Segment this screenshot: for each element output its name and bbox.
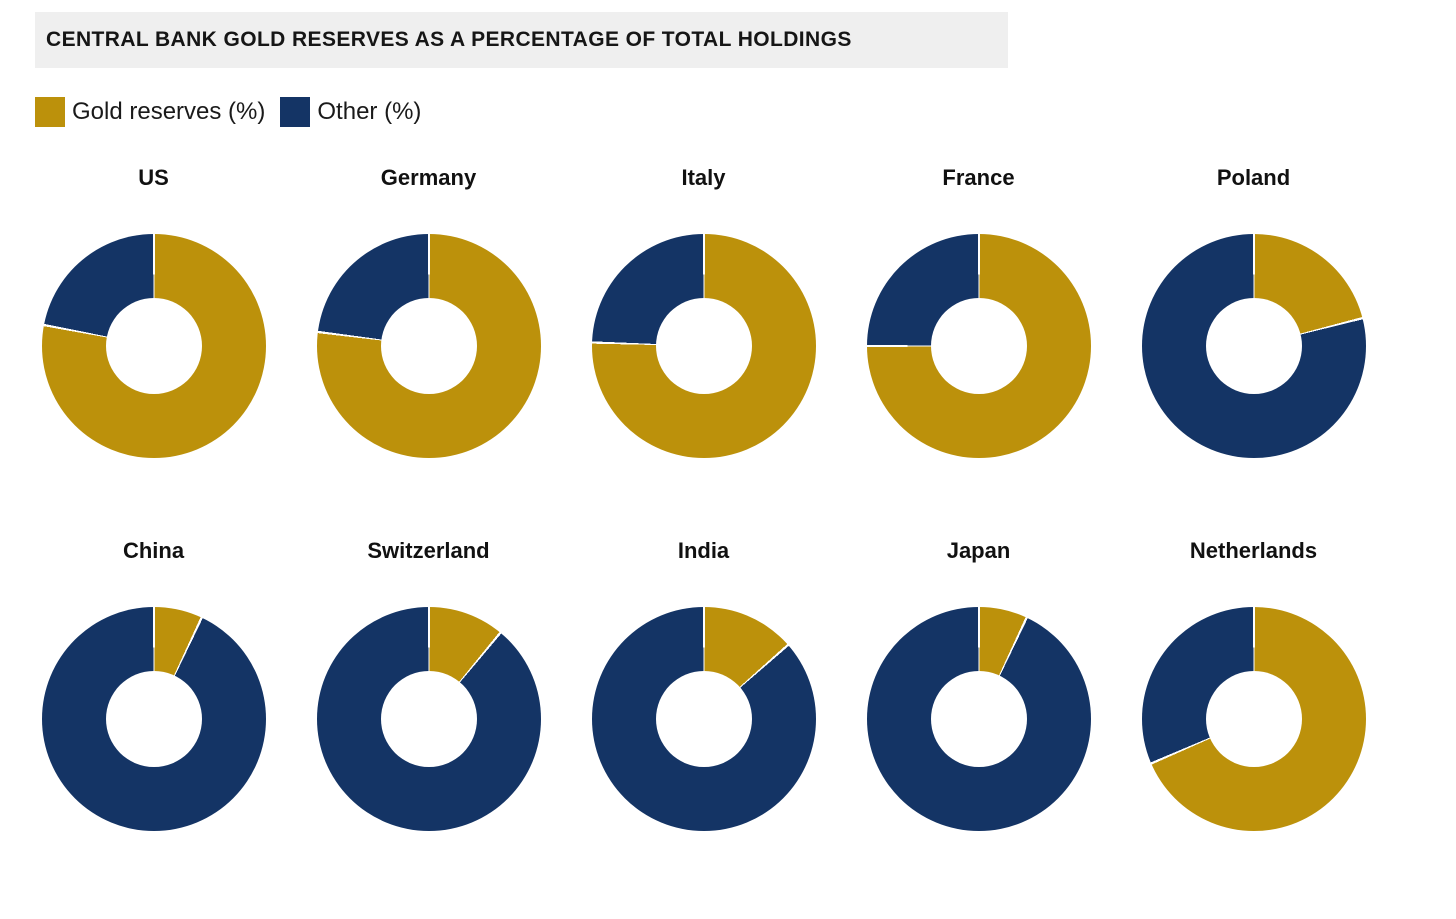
country-label: Netherlands (1189, 538, 1318, 563)
donut-chart (316, 234, 541, 458)
donut-chart (316, 607, 541, 831)
country-label: Italy (681, 165, 726, 190)
legend-item-other: Other (%) (280, 97, 421, 127)
chart-title: CENTRAL BANK GOLD RESERVES AS A PERCENTA… (35, 12, 1008, 68)
donut-cell: Japan (841, 538, 1116, 831)
donut-cell: US (16, 165, 291, 458)
legend-label-other: Other (%) (317, 98, 422, 125)
legend-item-gold: Gold reserves (%) (35, 97, 265, 127)
donut-cell: Netherlands (1116, 538, 1391, 831)
country-label: Germany (380, 165, 477, 190)
donut-grid: US Germany Italy France Poland China Swi… (16, 165, 1456, 831)
country-label: India (677, 538, 730, 563)
other-swatch-icon (280, 97, 311, 127)
country-label: Poland (1216, 165, 1291, 190)
legend: Gold reserves (%) Other (%) (35, 97, 1456, 127)
legend-label-gold: Gold reserves (%) (72, 98, 266, 125)
donut-cell: Italy (566, 165, 841, 458)
donut-chart (591, 607, 816, 831)
country-label: US (138, 165, 169, 190)
country-label: Switzerland (367, 538, 490, 563)
donut-cell: France (841, 165, 1116, 458)
country-label: Japan (946, 538, 1011, 563)
donut-chart (1141, 607, 1366, 831)
donut-cell: Poland (1116, 165, 1391, 458)
gold-swatch-icon (35, 97, 65, 127)
donut-cell: China (16, 538, 291, 831)
chart-panel: CENTRAL BANK GOLD RESERVES AS A PERCENTA… (0, 12, 1456, 831)
donut-chart (41, 234, 266, 458)
donut-chart (1141, 234, 1366, 458)
country-label: China (122, 538, 185, 563)
country-label: France (942, 165, 1015, 190)
donut-cell: Germany (291, 165, 566, 458)
donut-chart (591, 234, 816, 458)
donut-chart (866, 234, 1091, 458)
donut-cell: India (566, 538, 841, 831)
donut-chart (41, 607, 266, 831)
donut-chart (866, 607, 1091, 831)
donut-cell: Switzerland (291, 538, 566, 831)
